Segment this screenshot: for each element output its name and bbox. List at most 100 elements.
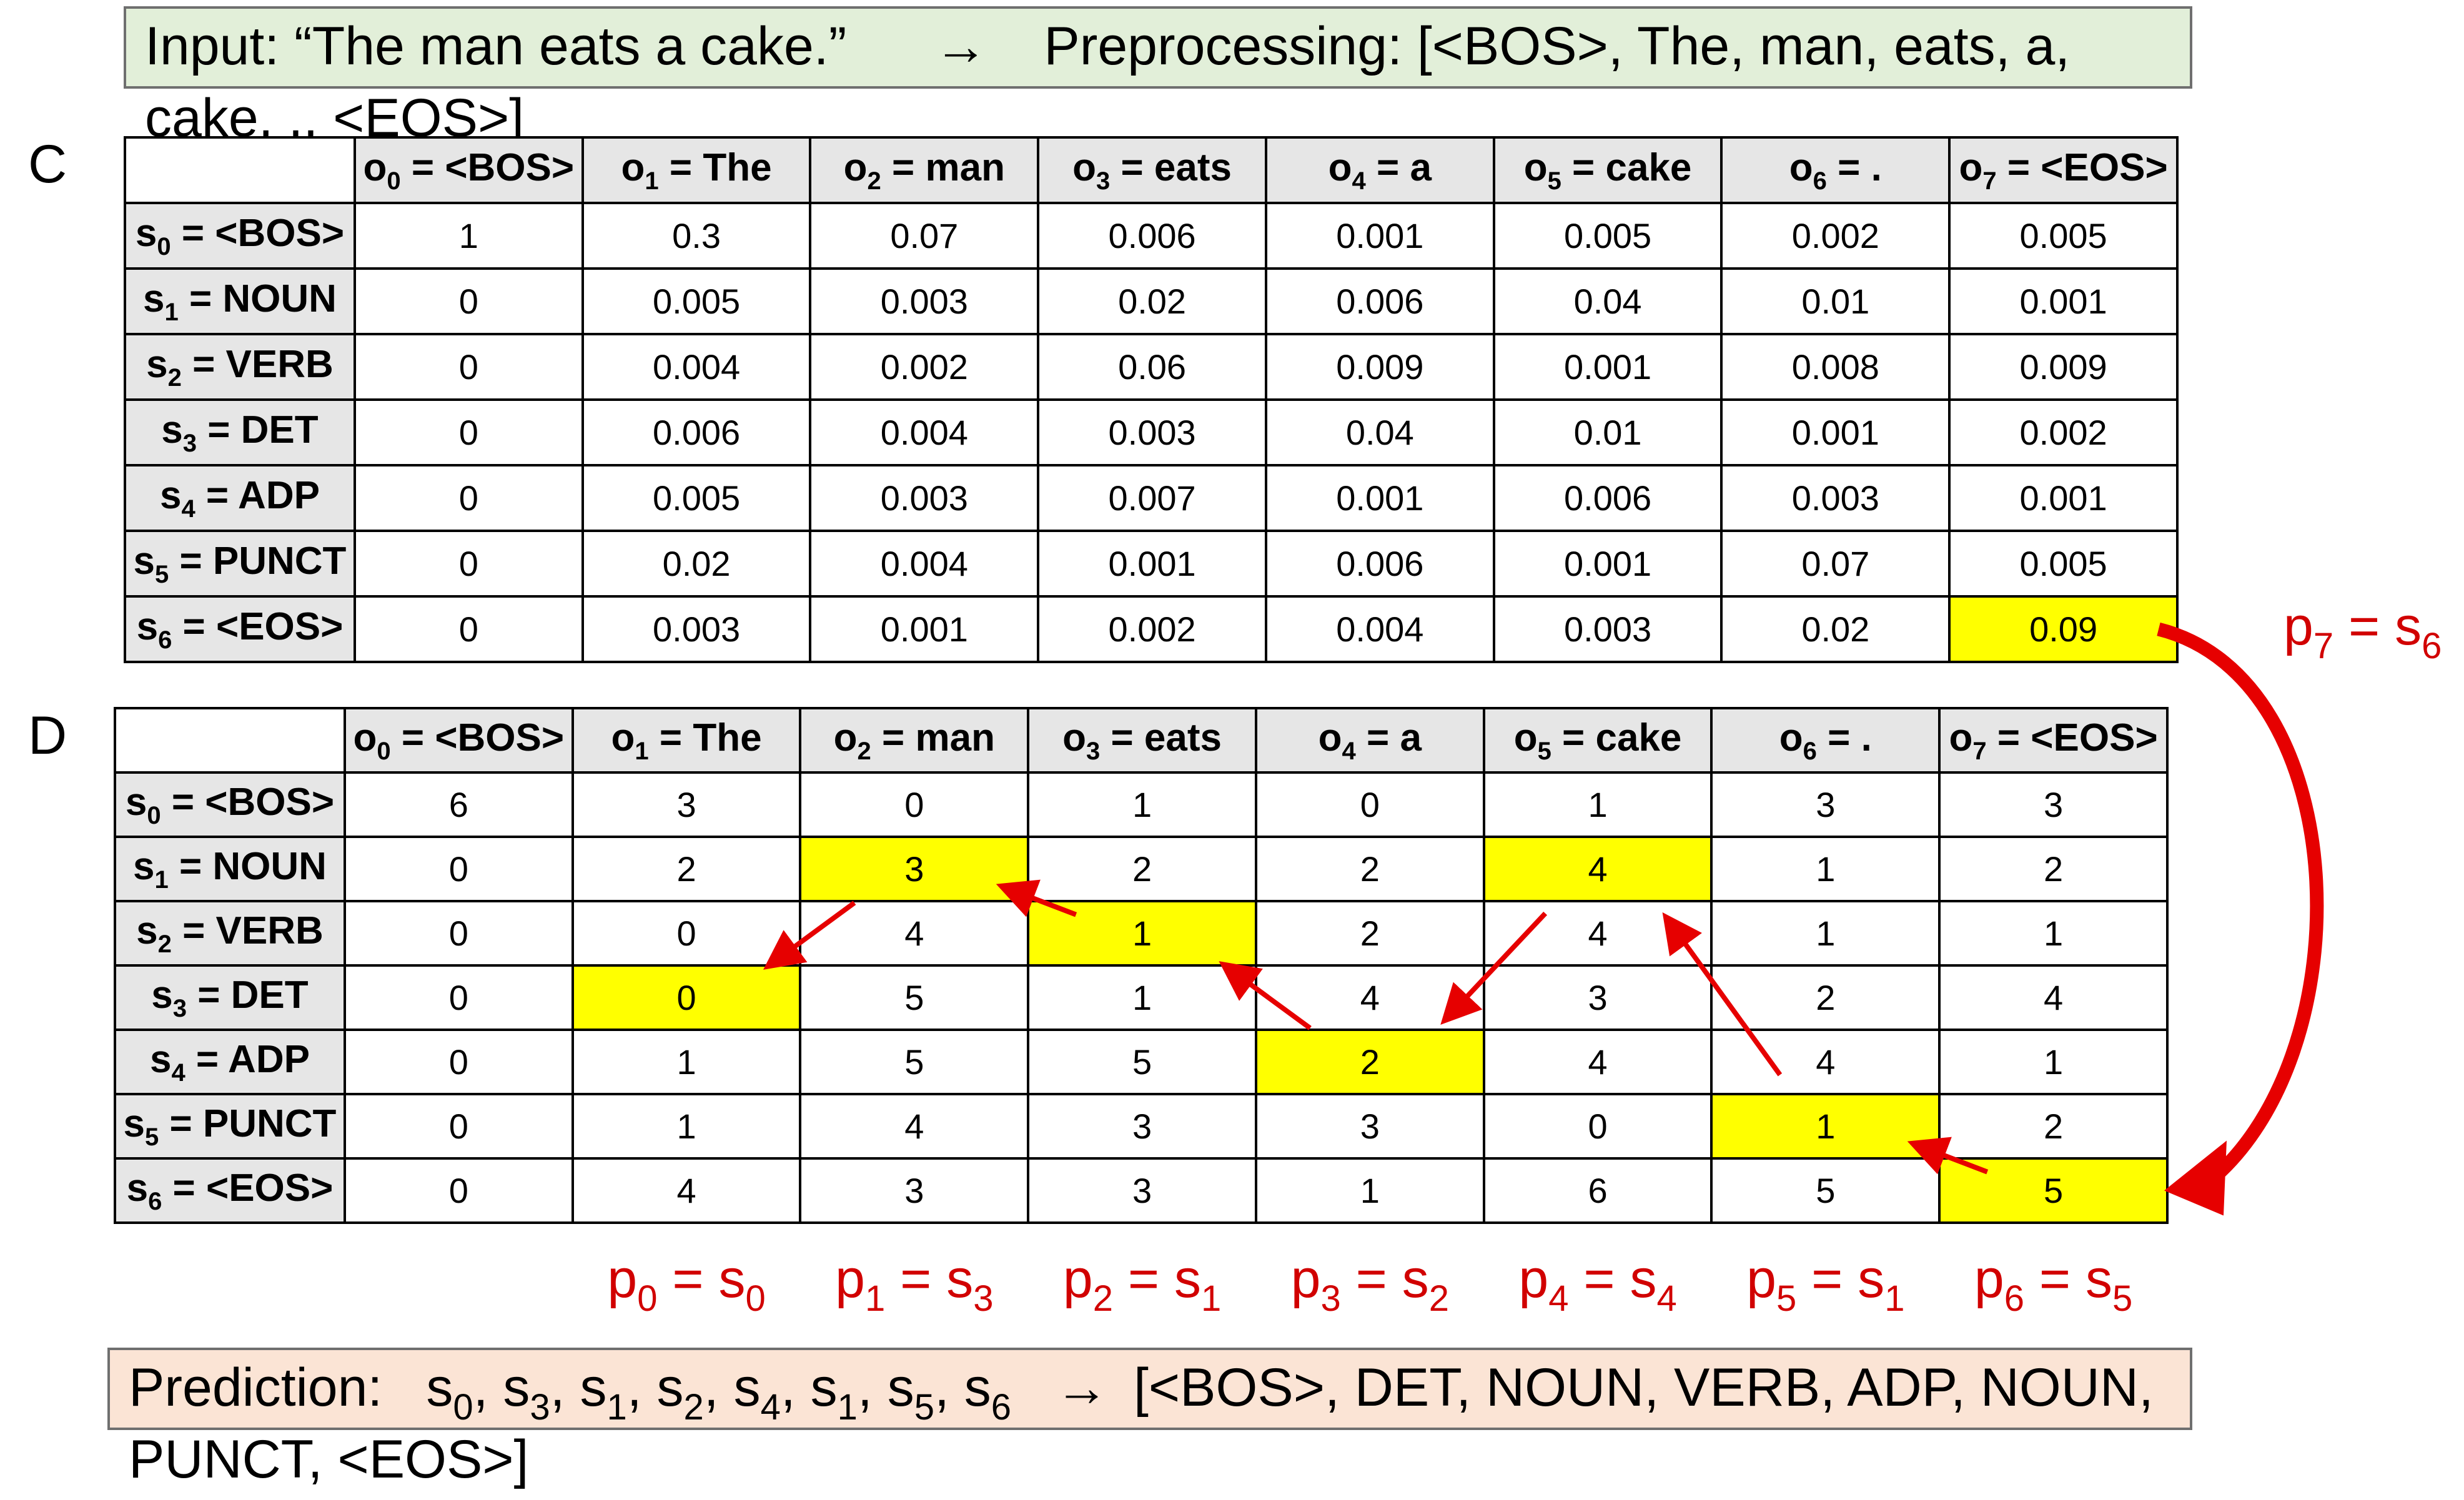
c-col-header: o6 = . bbox=[1720, 136, 1951, 204]
backpointer-table: o0 = <BOS> o1 = The o2 = man o3 = eats o4 = … bbox=[114, 707, 2169, 1224]
d-col-header: o2 = man bbox=[799, 707, 1030, 774]
c-cell: 0.002 bbox=[1720, 202, 1951, 270]
c-cell: 0.006 bbox=[581, 398, 812, 466]
column-label: o1 = The bbox=[621, 146, 772, 195]
d-col-header: o4 = a bbox=[1254, 707, 1485, 774]
backtrace-arrow bbox=[1440, 911, 1548, 1025]
d-cell: 0 bbox=[343, 1093, 574, 1160]
c-cell: 0.003 bbox=[1720, 464, 1951, 532]
d-cell: 5 bbox=[1027, 1029, 1257, 1095]
c-cell: 0.005 bbox=[1492, 202, 1723, 270]
c-cell: 0.002 bbox=[1037, 595, 1267, 663]
backtrace-arrow bbox=[996, 879, 1077, 917]
d-cell: 0 bbox=[343, 900, 574, 967]
c-cell: 0.009 bbox=[1948, 333, 2179, 401]
d-cell: 4 bbox=[1482, 836, 1713, 902]
c-cell: 0.005 bbox=[581, 267, 812, 335]
column-label: o1 = The bbox=[611, 716, 762, 765]
c-cell: 0 bbox=[353, 333, 584, 401]
d-cell: 1 bbox=[1254, 1157, 1485, 1224]
d-cell: 3 bbox=[1938, 771, 2169, 838]
input-text: Input: “The man eats a cake.” bbox=[145, 16, 847, 76]
panel-label-d: D bbox=[28, 706, 67, 766]
backtrace-arrow bbox=[763, 900, 856, 970]
prediction-box: Prediction: s0, s3, s1, s2, s4, s1, s5, s… bbox=[107, 1348, 2192, 1489]
prediction-state-sequence: s0, s3, s1, s2, s4, s1, s5, s6 bbox=[426, 1358, 1012, 1428]
c-cell: 0.005 bbox=[1948, 530, 2179, 598]
row-label: s3 = DET bbox=[161, 408, 319, 457]
right-arrow-icon: → bbox=[934, 16, 988, 76]
c-corner-cell bbox=[124, 136, 356, 204]
row-label: s4 = ADP bbox=[159, 473, 320, 523]
c-cell: 0.005 bbox=[581, 464, 812, 532]
c-row-header: s3 = DET bbox=[124, 398, 356, 466]
c-row: s5 = PUNCT 0 0.02 0.004 0.001 0.006 0.001 0.07 0… bbox=[124, 530, 2179, 598]
d-cell: 1 bbox=[1027, 900, 1257, 967]
transfer-arrow bbox=[2157, 622, 2324, 1193]
d-row: s4 = ADP 0 1 5 5 2 4 4 1 bbox=[114, 1029, 2169, 1095]
c-cell: 0.002 bbox=[809, 333, 1040, 401]
d-row: s5 = PUNCT 0 1 4 3 3 0 1 2 bbox=[114, 1093, 2169, 1160]
d-cell: 0 bbox=[343, 964, 574, 1031]
c-cell: 0.006 bbox=[1492, 464, 1723, 532]
c-cell: 0.01 bbox=[1720, 267, 1951, 335]
d-cell: 1 bbox=[1710, 836, 1941, 902]
d-cell: 5 bbox=[1710, 1157, 1941, 1224]
prediction-result: [<BOS>, DET, NOUN, VERB, ADP, NOUN, bbox=[1134, 1358, 2154, 1418]
c-row: s4 = ADP 0 0.005 0.003 0.007 0.001 0.006 0.003 0… bbox=[124, 464, 2179, 532]
c-cell: 0.004 bbox=[809, 398, 1040, 466]
c-cell: 0 bbox=[353, 464, 584, 532]
c-cell: 0.001 bbox=[1264, 202, 1495, 270]
c-col-header: o4 = a bbox=[1264, 136, 1495, 204]
c-cell: 0.001 bbox=[1037, 530, 1267, 598]
column-label: o3 = eats bbox=[1062, 716, 1222, 765]
d-cell: 2 bbox=[1254, 836, 1485, 902]
column-label: o7 = <EOS> bbox=[1959, 146, 2168, 195]
backtrace-arrow bbox=[1219, 961, 1312, 1030]
c-cell: 0.02 bbox=[1720, 595, 1951, 663]
d-cell: 1 bbox=[571, 1029, 802, 1095]
c-cell: 0.001 bbox=[1492, 530, 1723, 598]
d-cell: 3 bbox=[1027, 1093, 1257, 1160]
c-cell: 0.004 bbox=[581, 333, 812, 401]
column-label: o2 = man bbox=[843, 146, 1005, 195]
d-cell: 5 bbox=[799, 964, 1030, 1031]
column-label: o3 = eats bbox=[1072, 146, 1232, 195]
c-cell: 0.003 bbox=[1492, 595, 1723, 663]
d-cell: 1 bbox=[571, 1093, 802, 1160]
c-cell: 0.09 bbox=[1948, 595, 2179, 663]
d-cell: 2 bbox=[1710, 964, 1941, 1031]
c-cell: 0.009 bbox=[1264, 333, 1495, 401]
d-cell: 1 bbox=[1938, 900, 2169, 967]
column-label: o2 = man bbox=[833, 716, 995, 765]
c-cell: 0.07 bbox=[1720, 530, 1951, 598]
c-cell: 0.006 bbox=[1264, 530, 1495, 598]
column-label: o7 = <EOS> bbox=[1949, 716, 2158, 765]
d-cell: 6 bbox=[343, 771, 574, 838]
d-row: s0 = <BOS> 6 3 0 1 0 1 3 3 bbox=[114, 771, 2169, 838]
d-col-header: o6 = . bbox=[1710, 707, 1941, 774]
d-cell: 5 bbox=[799, 1029, 1030, 1095]
c-row: s1 = NOUN 0 0.005 0.003 0.02 0.006 0.04 0.01 0.0… bbox=[124, 267, 2179, 335]
c-cell: 0.001 bbox=[1492, 333, 1723, 401]
d-col-header: o0 = <BOS> bbox=[343, 707, 574, 774]
d-cell: 1 bbox=[1710, 900, 1941, 967]
d-cell: 2 bbox=[1938, 1093, 2169, 1160]
c-row-header: s0 = <BOS> bbox=[124, 202, 356, 270]
c-cell: 0.003 bbox=[581, 595, 812, 663]
c-cell: 0.005 bbox=[1948, 202, 2179, 270]
path-label-p2: p2 = s1 bbox=[1062, 1249, 1222, 1319]
row-label: s0 = <BOS> bbox=[125, 780, 335, 829]
c-row-header: s2 = VERB bbox=[124, 333, 356, 401]
row-label: s1 = NOUN bbox=[132, 844, 327, 894]
c-cell: 0.004 bbox=[809, 530, 1040, 598]
c-col-header: o2 = man bbox=[809, 136, 1040, 204]
c-cell: 0.02 bbox=[581, 530, 812, 598]
row-label: s4 = ADP bbox=[149, 1037, 310, 1087]
d-cell: 4 bbox=[1938, 964, 2169, 1031]
d-cell: 2 bbox=[1027, 836, 1257, 902]
d-row: s6 = <EOS> 0 4 3 3 1 6 5 5 bbox=[114, 1157, 2169, 1224]
d-cell: 3 bbox=[571, 771, 802, 838]
c-row: s0 = <BOS> 1 0.3 0.07 0.006 0.001 0.005 0.002 0.… bbox=[124, 202, 2179, 270]
c-row-header: s1 = NOUN bbox=[124, 267, 356, 335]
